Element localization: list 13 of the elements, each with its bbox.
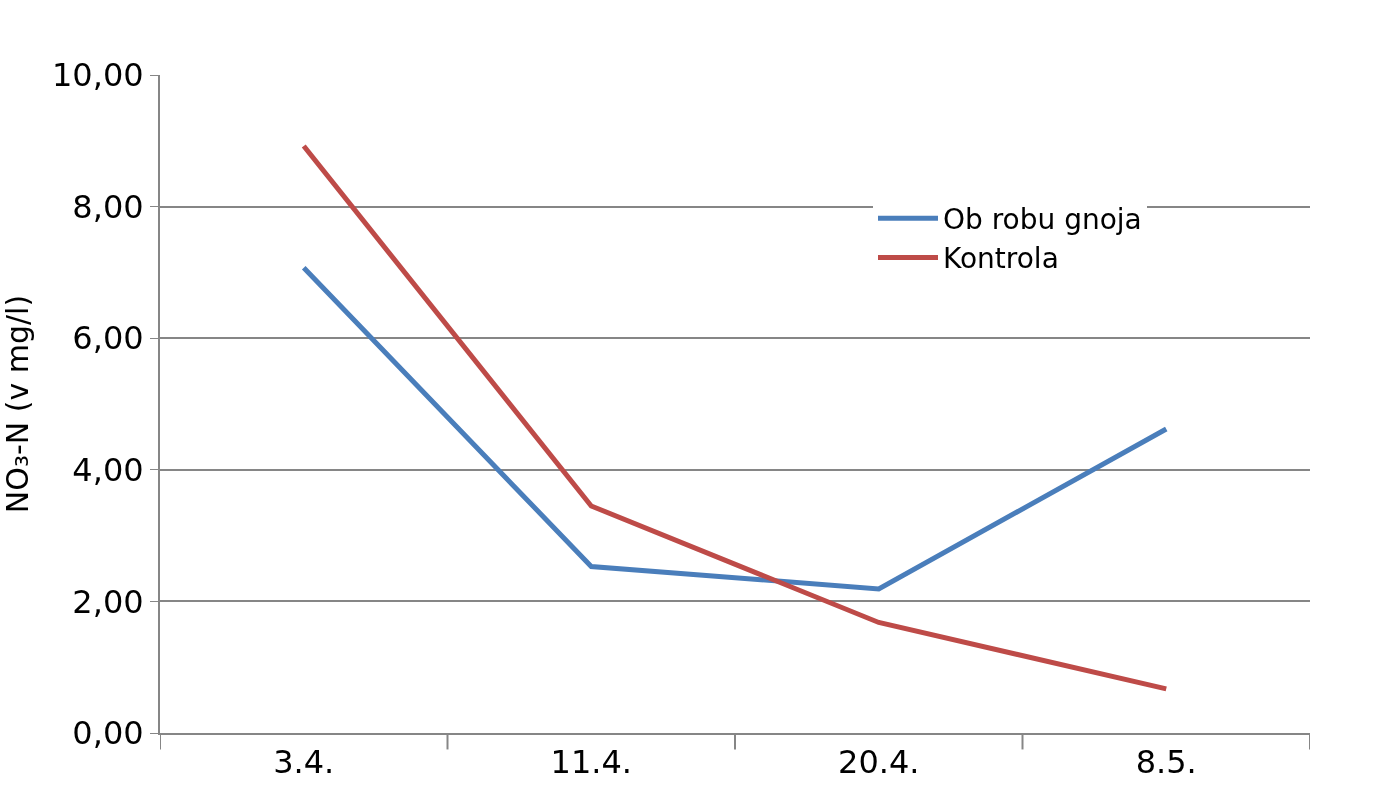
y-axis-title: NO₃-N (v mg/l) — [0, 294, 35, 514]
y-tick-label: 2,00 — [72, 582, 144, 621]
legend-label: Kontrola — [943, 242, 1059, 276]
y-tick-label: 8,00 — [72, 187, 144, 226]
x-tick-label: 3.4. — [273, 743, 335, 782]
y-tick-label: 6,00 — [72, 319, 144, 358]
y-tick-label: 0,00 — [72, 714, 144, 753]
x-tick-label: 20.4. — [838, 743, 920, 782]
y-tick-label: 4,00 — [72, 451, 144, 489]
y-tick-label: 10,00 — [51, 56, 144, 95]
legend-label: Ob robu gnoja — [943, 203, 1142, 237]
x-tick-label: 8.5. — [1135, 743, 1197, 782]
x-tick-label: 11.4. — [550, 743, 632, 782]
